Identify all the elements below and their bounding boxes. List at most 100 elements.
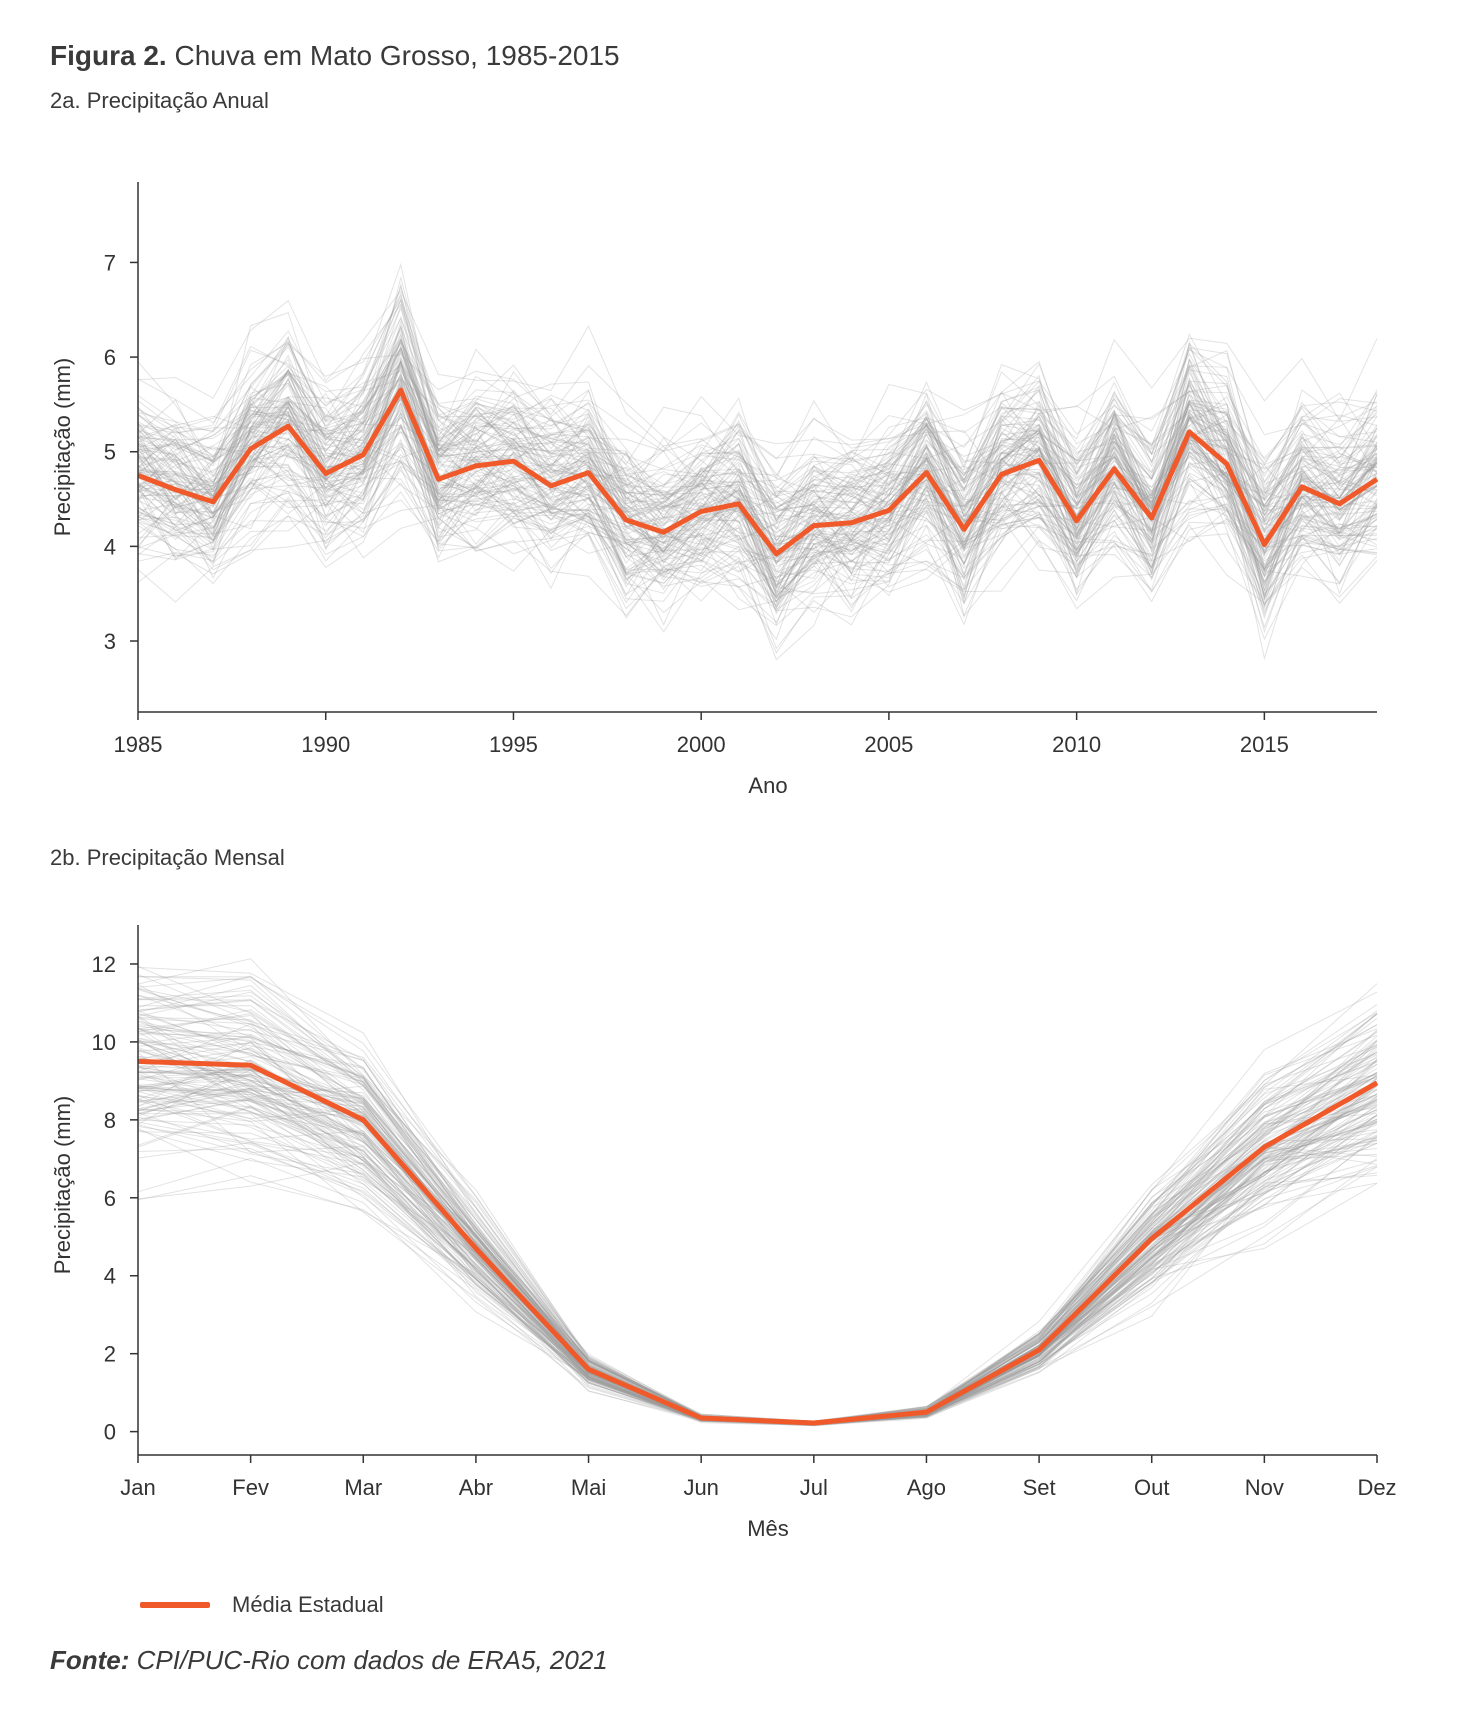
municipality-line <box>137 425 1378 654</box>
municipality-line <box>137 338 1378 521</box>
figure-title-bold: Figura 2. <box>50 40 167 71</box>
x-tick-label: Jun <box>683 1475 718 1500</box>
x-tick-label: Jul <box>800 1475 828 1500</box>
municipality-line <box>137 289 1378 480</box>
y-axis-label-annual: Precipitação (mm) <box>50 358 75 536</box>
municipality-line <box>137 396 1378 524</box>
source-label: Fonte: <box>50 1645 130 1675</box>
x-tick-label: Ago <box>907 1475 946 1500</box>
municipality-line <box>137 1081 1378 1425</box>
municipality-line <box>137 1081 1378 1424</box>
municipality-line <box>137 376 1378 497</box>
municipality-line <box>137 376 1378 608</box>
municipality-line <box>137 326 1378 513</box>
municipality-line <box>137 349 1378 565</box>
municipality-line <box>137 393 1378 571</box>
x-tick-label: Jan <box>120 1475 155 1500</box>
municipality-line <box>137 294 1378 496</box>
municipality-line <box>137 453 1378 579</box>
municipality-line <box>137 1162 1378 1427</box>
municipality-line <box>137 297 1378 513</box>
municipality-line <box>137 391 1378 602</box>
municipality-line <box>137 349 1378 572</box>
municipality-line <box>137 397 1378 571</box>
municipality-line <box>137 370 1378 521</box>
municipality-line <box>137 465 1378 584</box>
x-tick-label: Set <box>1023 1475 1056 1500</box>
municipality-line <box>137 335 1378 598</box>
x-tick-label: 1995 <box>489 732 538 757</box>
municipality-line <box>137 461 1378 629</box>
y-tick-label: 4 <box>104 1264 116 1289</box>
y-tick-label: 10 <box>92 1030 116 1055</box>
municipality-line <box>137 383 1378 608</box>
municipality-line <box>137 368 1377 529</box>
x-tick-label: 2010 <box>1052 732 1101 757</box>
municipality-line <box>137 303 1378 626</box>
state-mean-line-annual <box>137 387 1379 557</box>
municipality-line <box>137 985 1378 1422</box>
municipality-line <box>137 370 1378 591</box>
x-tick-label: Mar <box>344 1475 382 1500</box>
x-tick-label: Out <box>1134 1475 1169 1500</box>
municipality-line <box>137 347 1378 510</box>
municipality-line <box>137 1059 1378 1425</box>
municipality-line <box>137 389 1378 610</box>
municipality-line <box>137 340 1378 520</box>
municipality-line <box>137 417 1378 541</box>
municipality-line <box>137 404 1378 579</box>
chart-a-subtitle: 2a. Precipitação Anual <box>50 88 269 113</box>
municipality-line <box>137 1075 1378 1425</box>
municipality-line <box>137 341 1378 528</box>
municipality-line <box>137 446 1378 607</box>
source-text: CPI/PUC-Rio com dados de ERA5, 2021 <box>136 1645 608 1675</box>
x-tick-label: Mai <box>571 1475 606 1500</box>
municipality-line <box>137 396 1378 531</box>
municipality-line <box>137 1157 1378 1427</box>
municipality-line <box>137 966 1378 1422</box>
municipality-line <box>137 430 1378 588</box>
x-tick-label: Nov <box>1245 1475 1284 1500</box>
municipality-lines-annual <box>137 262 1378 661</box>
municipality-line <box>137 342 1378 542</box>
legend: Média Estadual <box>140 1590 384 1620</box>
x-tick-label: Abr <box>459 1475 493 1500</box>
x-tick-label: 1990 <box>301 732 350 757</box>
municipality-line <box>137 448 1378 532</box>
municipality-line <box>137 410 1378 588</box>
municipality-line <box>137 392 1378 617</box>
municipality-line <box>137 343 1378 498</box>
municipality-line <box>137 277 1378 551</box>
x-tick-label: 1985 <box>114 732 163 757</box>
y-tick-label: 6 <box>104 1186 116 1211</box>
municipality-line <box>137 402 1378 580</box>
municipality-line <box>137 292 1378 557</box>
municipality-line <box>137 377 1378 650</box>
municipality-line <box>137 459 1378 605</box>
y-tick-label: 5 <box>104 440 116 465</box>
municipality-line <box>137 391 1378 545</box>
municipality-line <box>137 346 1378 543</box>
municipality-line <box>137 500 1378 572</box>
municipality-line <box>137 332 1378 567</box>
source-note: Fonte: CPI/PUC-Rio com dados de ERA5, 20… <box>50 1645 608 1676</box>
x-tick-label: Dez <box>1357 1475 1396 1500</box>
municipality-line <box>137 360 1378 615</box>
x-ticks-annual: 1985 1990 1995 2000 2005 2010 2015 <box>114 712 1289 757</box>
municipality-line <box>137 378 1378 520</box>
municipality-line <box>137 340 1378 497</box>
municipality-line <box>137 469 1378 578</box>
municipality-line <box>137 423 1378 607</box>
x-tick-label: 2005 <box>864 732 913 757</box>
municipality-line <box>137 415 1378 537</box>
municipality-line <box>137 298 1378 523</box>
municipality-line <box>137 285 1378 596</box>
municipality-line <box>137 1055 1378 1425</box>
municipality-line <box>137 333 1378 536</box>
municipality-line <box>137 358 1378 600</box>
y-ticks-monthly: 0 2 4 6 8 10 12 <box>92 952 138 1445</box>
municipality-line <box>137 303 1378 523</box>
municipality-line <box>137 370 1378 550</box>
legend-label-state-mean: Média Estadual <box>232 1592 384 1617</box>
municipality-line <box>137 340 1378 462</box>
